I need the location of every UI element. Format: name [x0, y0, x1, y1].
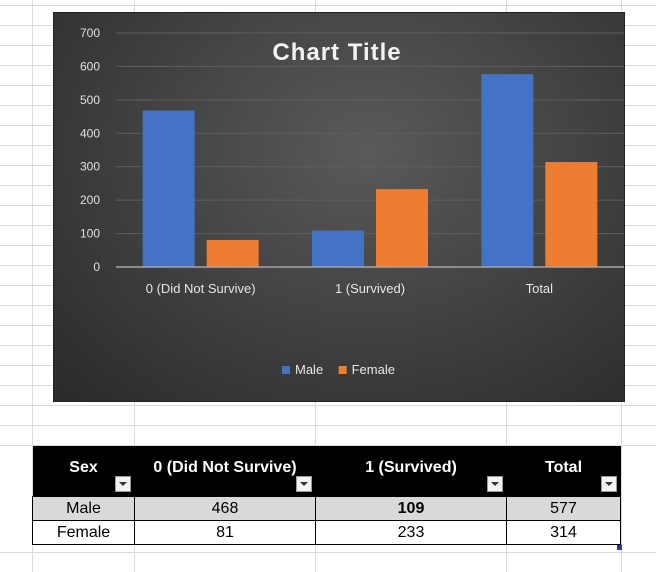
y-tick-label: 500 [80, 93, 100, 107]
y-tick-label: 0 [93, 260, 100, 274]
bar-chart[interactable]: 0 100 200 300 400 500 600 700 0 (Did Not Surviv… [54, 13, 624, 401]
table-cell[interactable]: Female [32, 520, 135, 545]
filter-dropdown-button[interactable] [600, 476, 617, 492]
y-tick-label: 300 [80, 160, 100, 174]
table-cell[interactable]: 468 [134, 496, 316, 521]
table-cell[interactable]: 109 [315, 496, 507, 521]
table-cell[interactable]: 314 [506, 520, 621, 545]
chart-area[interactable]: 0 100 200 300 400 500 600 700 0 (Did Not Surviv… [54, 13, 624, 401]
header-label: 1 (Survived) [365, 459, 457, 476]
filter-dropdown-button[interactable] [114, 476, 131, 492]
legend[interactable]: Male Female [282, 362, 395, 377]
legend-label: Male [295, 362, 323, 377]
header-label: 0 (Did Not Survive) [153, 459, 297, 476]
bar-male [312, 230, 364, 267]
bar-female [206, 239, 259, 267]
chart-title[interactable]: Chart Title [272, 39, 401, 66]
pivot-table: Sex 0 (Did Not Survive) 1 (Survived) Tot… [32, 446, 621, 545]
table-row: Male 468 109 577 [32, 496, 621, 521]
table-cell[interactable]: Male [32, 496, 135, 521]
y-tick-label: 100 [80, 227, 100, 241]
bar-male [481, 74, 534, 267]
header-label: Total [544, 459, 583, 476]
table-cell[interactable]: 577 [506, 496, 621, 521]
x-category-label: Total [526, 281, 554, 296]
legend-label: Female [352, 362, 395, 377]
chevron-down-icon [118, 482, 127, 486]
chevron-down-icon [604, 482, 613, 486]
x-category-label: 1 (Survived) [335, 281, 405, 296]
header-did-not-survive: 0 (Did Not Survive) [134, 446, 316, 497]
y-tick-label: 200 [80, 193, 100, 207]
gridlines [116, 32, 624, 235]
chevron-down-icon [490, 482, 499, 486]
legend-swatch [282, 366, 290, 374]
bar-male [142, 110, 195, 267]
bar-female [376, 189, 428, 267]
chevron-down-icon [299, 482, 308, 486]
header-survived: 1 (Survived) [315, 446, 507, 497]
filter-dropdown-button[interactable] [486, 476, 503, 492]
header-total: Total [506, 446, 621, 497]
bars [142, 74, 598, 267]
x-axis-categories: 0 (Did Not Survive) 1 (Survived) Total [146, 281, 553, 296]
y-tick-label: 400 [80, 126, 100, 140]
bar-female [545, 162, 598, 267]
filter-dropdown-button[interactable] [295, 476, 312, 492]
header-sex: Sex [32, 446, 135, 497]
y-tick-label: 600 [80, 59, 100, 73]
y-axis-ticks: 0 100 200 300 400 500 600 700 [80, 26, 100, 274]
x-category-label: 0 (Did Not Survive) [146, 281, 256, 296]
table-cell[interactable]: 233 [315, 520, 507, 545]
table-resize-handle[interactable] [617, 545, 622, 550]
y-tick-label: 700 [80, 26, 100, 40]
header-label: Sex [69, 459, 98, 476]
legend-swatch [338, 366, 347, 374]
table-cell[interactable]: 81 [134, 520, 316, 545]
table-row: Female 81 233 314 [32, 520, 621, 545]
